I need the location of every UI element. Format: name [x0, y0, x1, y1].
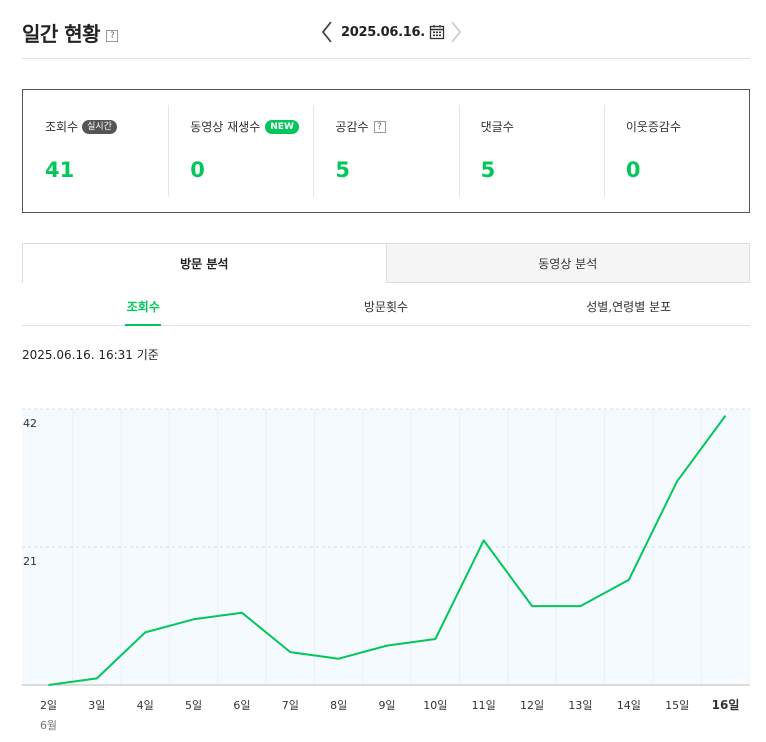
data-point [95, 676, 99, 680]
data-point [724, 414, 728, 418]
stat-value: 5 [480, 158, 496, 182]
data-point [143, 630, 147, 634]
x-tick-label: 4일 [137, 698, 154, 712]
stat-value: 41 [45, 158, 75, 182]
stat-value: 0 [190, 158, 205, 182]
stat-views: 조회수 실시간 41 [23, 90, 168, 212]
stat-video-plays: 동영상 재생수 NEW 0 [168, 90, 313, 212]
x-month-label: 6월 [40, 719, 57, 732]
data-point [433, 637, 437, 641]
data-point [530, 604, 534, 608]
x-tick-label: 12일 [520, 698, 544, 712]
x-tick-label: 11일 [472, 698, 496, 712]
stat-label: 댓글수 [481, 118, 514, 135]
analysis-tabs: 방문 분석 동영상 분석 [22, 243, 750, 283]
current-date: 2025.06.16. [341, 24, 425, 40]
stat-label: 조회수 실시간 [45, 118, 117, 135]
y-tick-label: 42 [23, 417, 37, 430]
stat-label-text: 공감수 [335, 120, 369, 134]
prev-date-button[interactable] [318, 21, 336, 43]
subtab-visits[interactable]: 방문횟수 [363, 299, 409, 314]
stat-label-text: 이웃증감수 [625, 120, 682, 134]
metric-subtabs: 조회수 방문횟수 성별,연령별 분포 [22, 287, 750, 326]
chevron-left-icon [321, 21, 332, 43]
data-point [240, 611, 244, 615]
stat-label-text: 조회수 [45, 120, 79, 134]
stat-value: 0 [625, 158, 641, 182]
help-icon[interactable]: ? [373, 120, 386, 133]
next-date-button[interactable] [447, 21, 465, 43]
page-title: 일간 현황? [22, 18, 119, 47]
data-point [675, 479, 679, 483]
stat-value: 5 [335, 158, 351, 182]
data-point [288, 650, 292, 654]
x-tick-label: 14일 [617, 698, 641, 712]
x-tick-label: 10일 [423, 698, 447, 712]
stat-comments: 댓글수 5 [458, 90, 604, 212]
help-icon[interactable]: ? [106, 30, 119, 42]
series-line [48, 415, 727, 686]
x-tick-label: 6일 [233, 698, 250, 712]
realtime-badge: 실시간 [82, 119, 117, 134]
x-tick-label: 3일 [88, 698, 105, 712]
x-tick-label: 9일 [378, 698, 395, 712]
stat-label: 공감수? [335, 118, 386, 135]
stat-label: 동영상 재생수 NEW [190, 118, 299, 135]
stat-likes: 공감수? 5 [313, 90, 458, 212]
views-line-chart: 42 21 2일 3일 4일 5일 6일 7일 8일 9일 10일 11일 12일 13일 14일 15일 16… [22, 408, 750, 732]
x-tick-label: 2일 [40, 698, 57, 712]
data-point [47, 683, 51, 687]
stat-neighbors: 이웃증감수 0 [603, 90, 749, 212]
tab-visit-analysis[interactable]: 방문 분석 [22, 243, 387, 283]
y-tick-label: 21 [23, 555, 37, 568]
chevron-right-icon [451, 21, 462, 43]
x-tick-label: 5일 [185, 698, 202, 712]
header: 일간 현황? 2025.06.16. [22, 14, 750, 59]
x-tick-label: 8일 [330, 698, 347, 712]
calendar-icon[interactable] [429, 24, 445, 40]
page-title-text: 일간 현황 [22, 22, 101, 46]
stat-label: 이웃증감수 [626, 118, 681, 135]
data-timestamp: 2025.06.16. 16:31 기준 [22, 348, 159, 362]
data-point [192, 617, 196, 621]
data-point [627, 578, 631, 582]
x-tick-label: 7일 [282, 698, 299, 712]
stats-panel: 조회수 실시간 41 동영상 재생수 NEW 0 공감수? 5 댓글수 5 이웃증감… [22, 89, 750, 213]
data-point [578, 604, 582, 608]
x-tick-label: 13일 [568, 698, 592, 712]
data-point [337, 657, 341, 661]
subtab-views[interactable]: 조회수 [22, 287, 265, 325]
x-tick-label: 16일 [712, 698, 740, 712]
stat-label-text: 댓글수 [480, 120, 514, 134]
date-navigator: 2025.06.16. [318, 20, 465, 44]
stat-label-text: 동영상 재생수 [190, 120, 261, 134]
data-point [482, 538, 486, 542]
data-point [385, 644, 389, 648]
subtab-demographics[interactable]: 성별,연령별 분포 [586, 299, 672, 314]
new-badge: NEW [265, 119, 299, 134]
x-tick-label: 15일 [665, 698, 689, 712]
tab-video-analysis[interactable]: 동영상 분석 [386, 243, 750, 283]
